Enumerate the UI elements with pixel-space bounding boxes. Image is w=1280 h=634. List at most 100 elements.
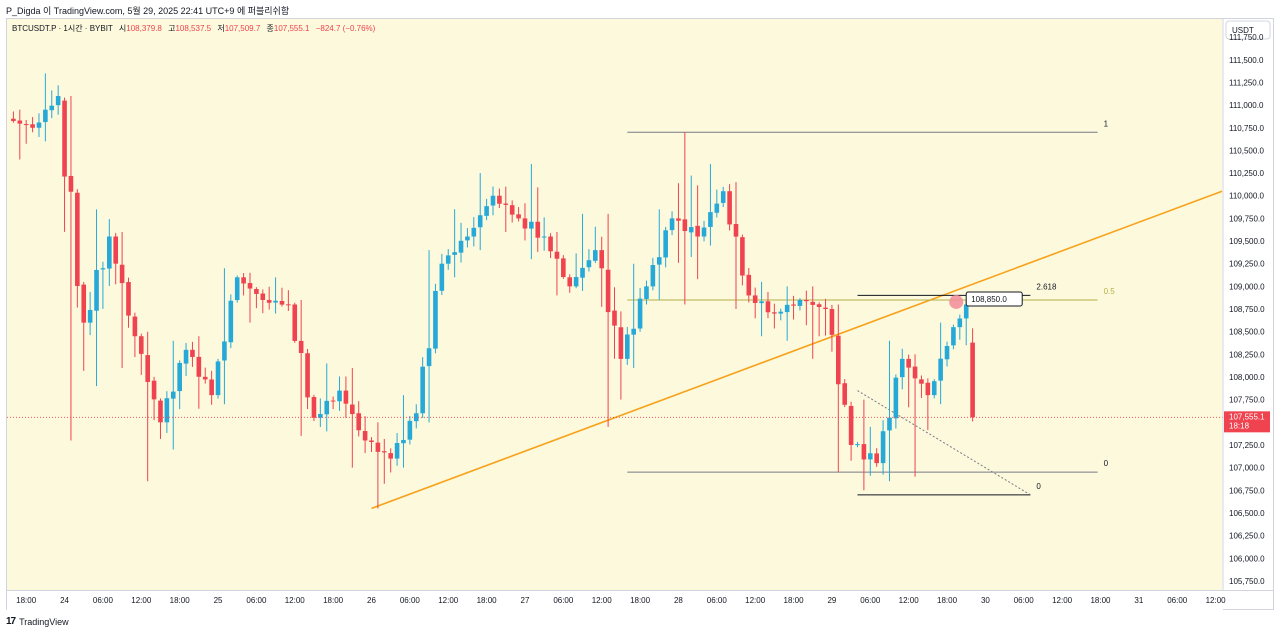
legend-close-value: 107,555.1 [274,24,310,33]
time-tick-label: 12:00 [1206,596,1227,605]
candle-body [656,257,662,265]
candle-body [970,342,975,418]
candle-body [708,212,713,227]
candle [497,188,502,208]
candle-body [94,269,99,311]
candle [49,90,55,119]
candle-body [298,340,304,354]
candle-body [247,283,253,289]
candle-body [202,376,208,380]
last-price-tag: 107,555.1 18:18 [1224,411,1270,433]
candle-body [957,318,963,328]
candle-body [138,336,144,354]
drawings: 1 0.5 0 2.618 0 [371,119,1223,510]
candle-body [318,413,323,418]
candle-body [554,251,560,259]
candle [938,322,943,405]
price-tick-label: 111,250.0 [1229,78,1264,87]
candle [375,422,381,509]
candle [944,341,950,367]
candle [899,348,905,390]
candle-body [215,361,221,396]
candle [772,303,777,329]
candle-body [772,312,777,314]
candle-body [350,404,355,415]
candle-body [222,341,227,361]
price-tick-label: 109,250.0 [1229,260,1265,269]
candle-body [369,440,374,443]
candle-body [586,260,592,268]
candle [791,295,796,320]
trendline [371,190,1223,510]
callout-marker [949,294,964,309]
price-tick-label: 110,250.0 [1229,169,1265,178]
candle [740,234,745,286]
candle [452,209,457,278]
candle-body [752,295,758,304]
candle-body [804,299,809,302]
candle [612,287,617,359]
candle [388,448,393,473]
candle-body [23,124,29,126]
candle [228,294,234,349]
candle [823,298,828,336]
candle [599,236,605,307]
candle-body [567,277,573,287]
candle [356,401,362,437]
candle [164,391,170,433]
candle [663,226,668,268]
price-tick-label: 108,250.0 [1229,350,1265,359]
legend-change: −824.7 (−0.76%) [316,24,376,33]
candle-body [311,397,317,418]
candle-body [906,358,911,368]
candle [43,73,48,142]
candle-body [445,255,451,264]
candle [107,219,112,287]
candle-body [963,304,969,319]
currency-button[interactable] [1225,20,1271,40]
price-tick-label: 108,000.0 [1229,373,1265,382]
candle [337,376,342,411]
candle [381,438,387,484]
overlays: 108,850.0 [7,291,1223,418]
candle-body [637,298,643,329]
candle-body [458,240,464,253]
candle-body [11,118,16,121]
price-callout-box [965,291,1023,307]
price-axis[interactable] [1223,19,1273,590]
time-axis[interactable] [7,591,1223,610]
tradingview-logo[interactable]: 17 TradingView [6,616,69,627]
candle-body [151,380,157,400]
candle [746,268,752,303]
legend-open-label: 시 [119,24,126,33]
candle [55,85,61,115]
fib-left-label-1: 1 [1104,119,1109,128]
time-tick-label: 12:00 [745,596,766,605]
price-chart[interactable]: 1 0.5 0 2.618 0 108,850.0 BTCUSDT.P · 1시간 · … [0,0,1280,612]
candle-body [75,192,80,286]
time-tick-label: 06:00 [1014,596,1035,605]
price-tick-label: 110,750.0 [1229,124,1265,133]
tradingview-logo-text: TradingView [19,616,69,627]
candle [247,272,253,323]
candle-body [867,453,873,460]
candle [708,164,713,246]
fib-left-label-05: 0.5 [1104,287,1116,296]
currency-label: USDT [1232,26,1254,35]
candle-body [490,195,496,206]
price-tick-label: 106,500.0 [1229,509,1265,518]
last-price-countdown: 18:18 [1229,421,1250,430]
candle-body [381,451,387,453]
candle-body [931,381,937,396]
price-tick-label: 109,500.0 [1229,237,1265,246]
time-tick-label: 29 [827,596,836,605]
candle-body [522,218,528,229]
candle-body [132,316,138,337]
price-tick-label: 107,750.0 [1229,396,1265,405]
candle [11,111,16,123]
fib-left-label-0: 0 [1104,459,1109,468]
time-tick-label: 18:00 [784,596,805,605]
candle [209,370,214,405]
candle-body [68,175,74,192]
candle-body [701,227,707,237]
